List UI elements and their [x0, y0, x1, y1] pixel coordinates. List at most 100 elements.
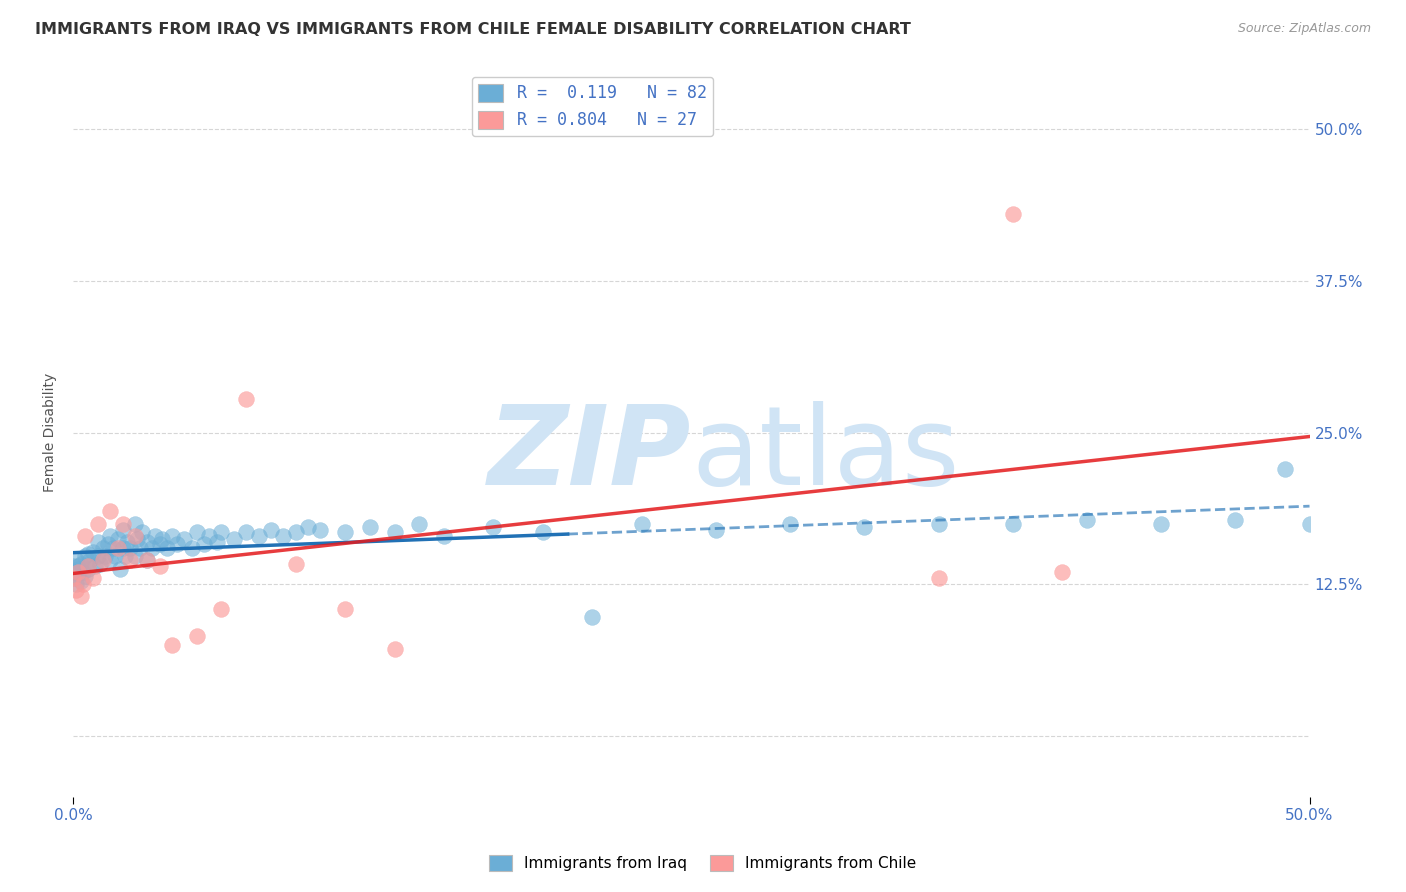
Point	[62, 571, 84, 585]
Point	[98, 529, 121, 543]
Text: Source: ZipAtlas.com: Source: ZipAtlas.com	[1237, 22, 1371, 36]
Point	[247, 529, 270, 543]
Point	[853, 520, 876, 534]
Point	[482, 520, 505, 534]
Y-axis label: Female Disability: Female Disability	[44, 373, 58, 492]
Point	[581, 610, 603, 624]
Point	[779, 516, 801, 531]
Point	[1150, 516, 1173, 531]
Point	[114, 549, 136, 564]
Point	[62, 565, 84, 579]
Point	[260, 523, 283, 537]
Point	[101, 541, 124, 555]
Point	[136, 534, 159, 549]
Point	[284, 525, 307, 540]
Point	[82, 544, 104, 558]
Point	[1052, 565, 1074, 579]
Point	[87, 534, 110, 549]
Point	[1001, 516, 1024, 531]
Point	[72, 577, 94, 591]
Point	[1298, 516, 1320, 531]
Point	[222, 533, 245, 547]
Point	[65, 583, 87, 598]
Text: atlas: atlas	[692, 401, 960, 508]
Point	[136, 553, 159, 567]
Point	[928, 516, 950, 531]
Point	[205, 534, 228, 549]
Point	[107, 541, 129, 555]
Point	[211, 525, 233, 540]
Point	[160, 638, 183, 652]
Point	[87, 516, 110, 531]
Point	[62, 559, 84, 574]
Point	[62, 571, 84, 585]
Point	[104, 549, 127, 564]
Point	[77, 559, 100, 574]
Point	[98, 553, 121, 567]
Point	[333, 601, 356, 615]
Point	[1076, 513, 1098, 527]
Point	[131, 525, 153, 540]
Point	[75, 549, 97, 564]
Point	[156, 541, 179, 555]
Point	[117, 534, 139, 549]
Point	[186, 525, 208, 540]
Point	[1274, 462, 1296, 476]
Point	[704, 523, 727, 537]
Point	[75, 569, 97, 583]
Point	[111, 541, 134, 555]
Point	[173, 533, 195, 547]
Point	[141, 541, 163, 555]
Point	[69, 557, 91, 571]
Point	[67, 559, 90, 574]
Point	[111, 523, 134, 537]
Point	[124, 549, 146, 564]
Point	[77, 547, 100, 561]
Point	[111, 516, 134, 531]
Point	[333, 525, 356, 540]
Point	[160, 529, 183, 543]
Point	[65, 553, 87, 567]
Point	[82, 571, 104, 585]
Point	[235, 392, 257, 406]
Point	[631, 516, 654, 531]
Point	[149, 559, 172, 574]
Point	[69, 590, 91, 604]
Point	[67, 565, 90, 579]
Point	[211, 601, 233, 615]
Point	[284, 557, 307, 571]
Point	[79, 553, 101, 567]
Point	[928, 571, 950, 585]
Point	[75, 529, 97, 543]
Point	[297, 520, 319, 534]
Point	[91, 541, 114, 555]
Point	[384, 641, 406, 656]
Point	[1001, 207, 1024, 221]
Point	[118, 553, 141, 567]
Point	[235, 525, 257, 540]
Point	[77, 561, 100, 575]
Point	[87, 549, 110, 564]
Text: IMMIGRANTS FROM IRAQ VS IMMIGRANTS FROM CHILE FEMALE DISABILITY CORRELATION CHAR: IMMIGRANTS FROM IRAQ VS IMMIGRANTS FROM …	[35, 22, 911, 37]
Point	[433, 529, 456, 543]
Point	[186, 630, 208, 644]
Point	[359, 520, 381, 534]
Point	[198, 529, 221, 543]
Point	[107, 533, 129, 547]
Legend: R =  0.119   N = 82, R = 0.804   N = 27: R = 0.119 N = 82, R = 0.804 N = 27	[471, 77, 713, 136]
Point	[65, 577, 87, 591]
Point	[124, 516, 146, 531]
Point	[384, 525, 406, 540]
Point	[69, 574, 91, 588]
Point	[124, 529, 146, 543]
Point	[180, 541, 202, 555]
Point	[118, 541, 141, 555]
Point	[128, 541, 150, 555]
Point	[143, 529, 166, 543]
Point	[97, 537, 120, 551]
Point	[94, 549, 117, 564]
Point	[531, 525, 554, 540]
Point	[408, 516, 430, 531]
Point	[1225, 513, 1247, 527]
Point	[89, 557, 111, 571]
